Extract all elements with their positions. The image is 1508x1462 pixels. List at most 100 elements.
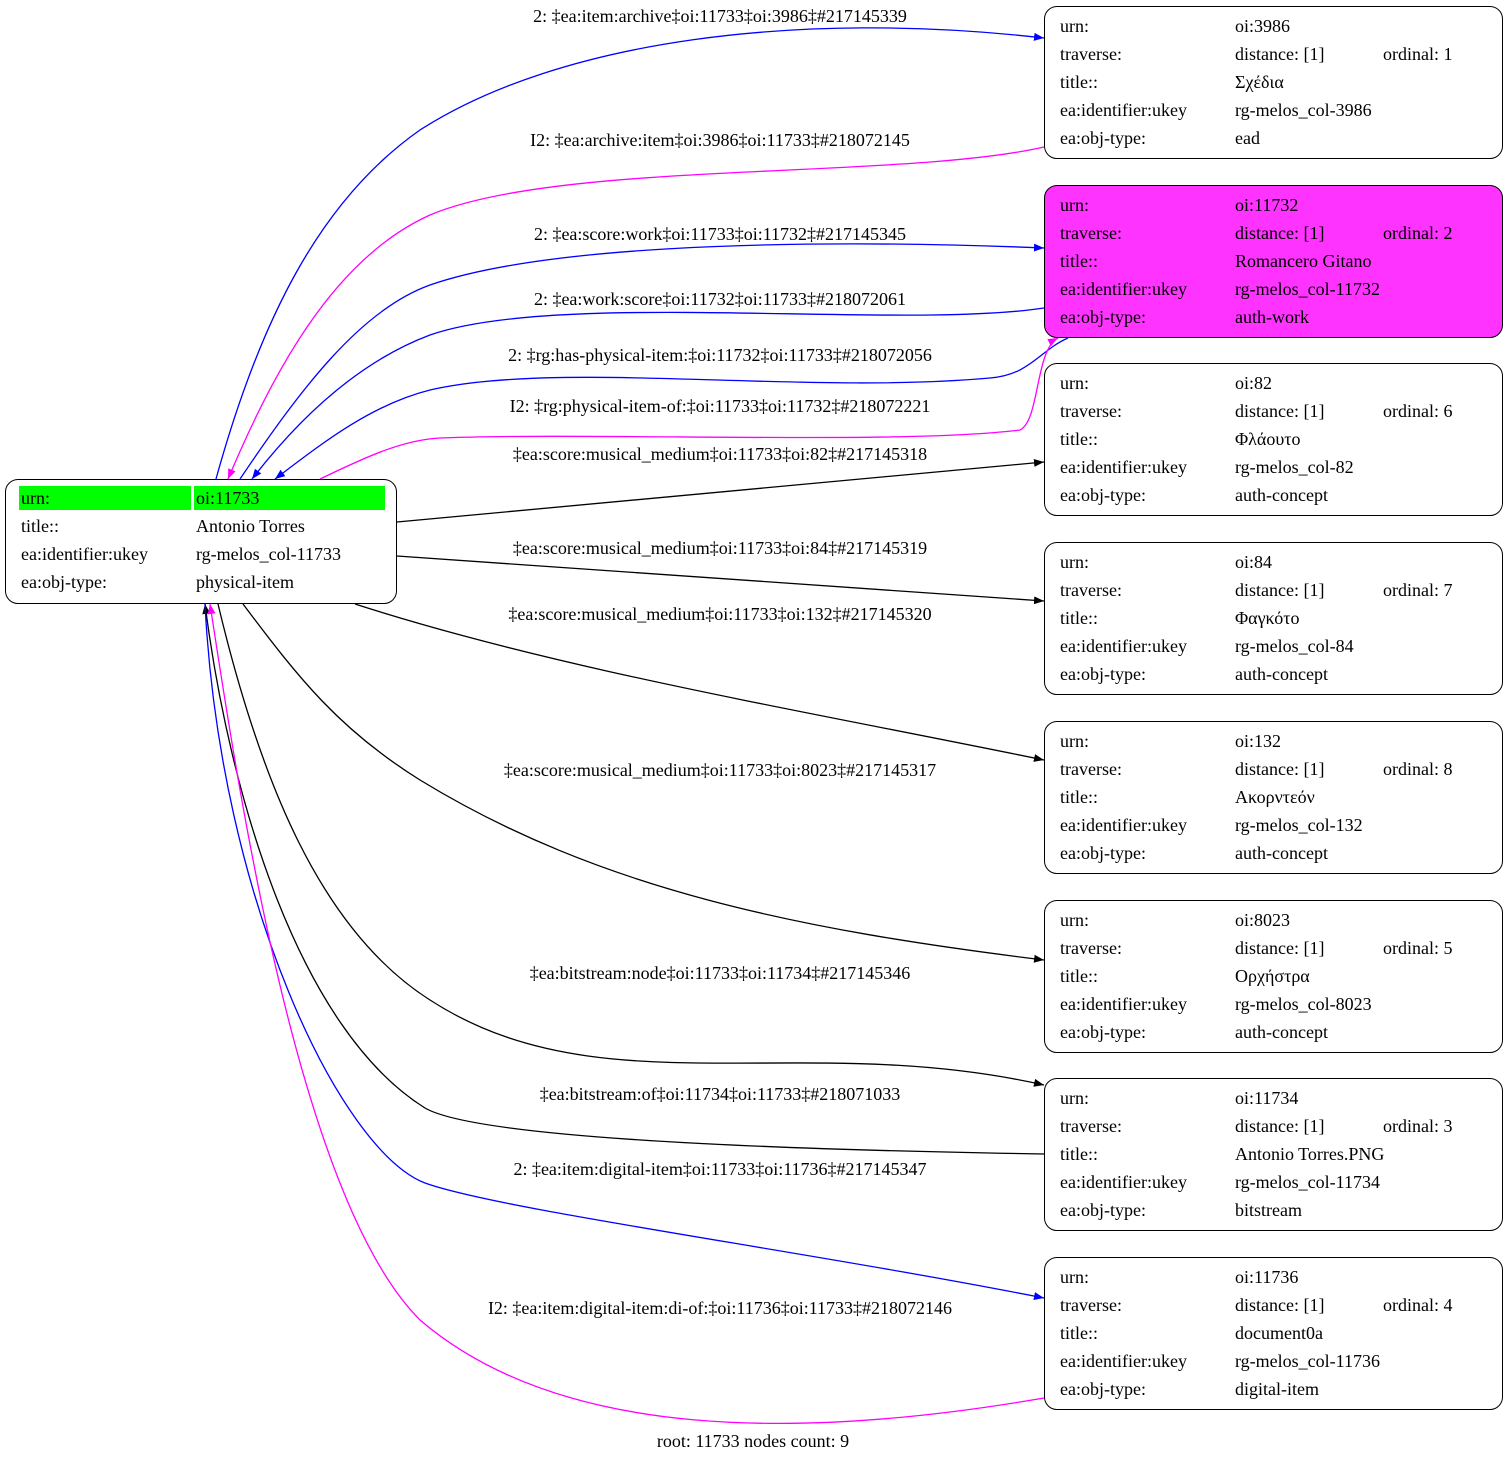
- graph-node[interactable]: urn: oi:84 traverse: distance: [1] ordinal: …: [1044, 542, 1503, 696]
- node-value: rg-melos_col-11732: [1235, 278, 1380, 299]
- node-key: urn:: [1060, 373, 1089, 394]
- node-key: urn:: [1060, 1266, 1089, 1287]
- node-key: ea:obj-type:: [1060, 306, 1146, 327]
- node-value: Romancero Gitano: [1235, 250, 1372, 271]
- root-value: rg-melos_col-11733: [196, 544, 341, 564]
- node-key: urn:: [1060, 1088, 1089, 1109]
- graph-node[interactable]: urn: oi:8023 traverse: distance: [1] ordinal…: [1044, 899, 1503, 1053]
- node-row-ukey: ea:identifier:ukey rg-melos_col-8023: [1045, 991, 1502, 1017]
- node-row-obj-type: ea:obj-type: ead: [1045, 125, 1502, 151]
- node-value: document0a: [1235, 1322, 1323, 1343]
- edge-label: 2: ‡ea:item:archive‡oi:11733‡oi:3986‡#21…: [533, 6, 907, 26]
- node-row-urn: urn: oi:11732: [1045, 192, 1502, 218]
- node-row-obj-type: ea:obj-type: digital-item: [1045, 1376, 1502, 1402]
- edge-label: ‡ea:score:musical_medium‡oi:11733‡oi:84‡…: [513, 538, 927, 558]
- node-row-ukey: ea:identifier:ukey rg-melos_col-132: [1045, 812, 1502, 838]
- node-value: auth-concept: [1235, 842, 1328, 863]
- graph-node[interactable]: urn: oi:11736 traverse: distance: [1] ordina…: [1044, 1256, 1503, 1410]
- node-key: urn:: [1060, 730, 1089, 751]
- edge-label: ‡ea:score:musical_medium‡oi:11733‡oi:802…: [504, 760, 936, 780]
- node-value: oi:11736: [1235, 1266, 1299, 1287]
- node-value: Σχέδια: [1235, 72, 1284, 92]
- edge-label: I2: ‡ea:item:digital-item:di-of:‡oi:1173…: [488, 1298, 952, 1318]
- edge-11: [202, 603, 1045, 1155]
- edge-label: 2: ‡ea:work:score‡oi:11732‡oi:11733‡#218…: [534, 289, 906, 309]
- node-key: title::: [1060, 1144, 1098, 1165]
- node-row-urn: urn: oi:11734: [1045, 1085, 1502, 1111]
- node-row-urn: urn: oi:3986: [1045, 13, 1502, 39]
- node-key: traverse:: [1060, 1294, 1122, 1315]
- node-key: traverse:: [1060, 44, 1122, 64]
- node-row-title: title:: Ακορντεόν: [1045, 784, 1502, 810]
- node-key: ea:obj-type:: [1060, 842, 1146, 863]
- node-value: rg-melos_col-82: [1235, 457, 1354, 478]
- node-value: distance: [1]: [1235, 937, 1325, 958]
- node-value: oi:11732: [1235, 194, 1299, 215]
- edge-3: [251, 307, 1045, 480]
- node-key: ea:obj-type:: [1060, 1021, 1146, 1042]
- graph-node[interactable]: urn: oi:3986 traverse: distance: [1] ordinal…: [1044, 6, 1503, 159]
- node-row-obj-type: ea:obj-type: auth-concept: [1045, 482, 1502, 508]
- node-ordinal: ordinal: 1: [1383, 44, 1453, 64]
- node-key: ea:obj-type:: [1060, 128, 1146, 148]
- edge-label: I2: ‡ea:archive:item‡oi:3986‡oi:11733‡#2…: [530, 130, 910, 150]
- node-ordinal: ordinal: 5: [1383, 937, 1453, 958]
- node-row-ukey: ea:identifier:ukey rg-melos_col-84: [1045, 633, 1502, 659]
- node-key: ea:identifier:ukey: [1060, 1172, 1187, 1193]
- node-ordinal: ordinal: 4: [1383, 1294, 1453, 1315]
- edge-13: [207, 603, 1045, 1425]
- node-row-traverse: traverse: distance: [1] ordinal: 3: [1045, 1113, 1502, 1139]
- node-value: ead: [1235, 128, 1260, 148]
- node-key: title::: [1060, 1322, 1098, 1343]
- node-key: ea:identifier:ukey: [1060, 814, 1187, 835]
- node-row-traverse: traverse: distance: [1] ordinal: 5: [1045, 935, 1502, 961]
- node-key: urn:: [1060, 909, 1089, 930]
- node-row-title: title:: Φαγκότο: [1045, 605, 1502, 631]
- graph-node[interactable]: urn: oi:11734 traverse: distance: [1] ordina…: [1044, 1078, 1503, 1232]
- node-key: title::: [1060, 250, 1098, 271]
- node-value: rg-melos_col-132: [1235, 814, 1363, 835]
- node-ordinal: ordinal: 6: [1383, 401, 1453, 422]
- node-row-title: title:: document0a: [1045, 1320, 1502, 1346]
- node-key: traverse:: [1060, 401, 1122, 422]
- node-value: rg-melos_col-11736: [1235, 1350, 1380, 1371]
- node-value: bitstream: [1235, 1200, 1302, 1221]
- node-value: rg-melos_col-3986: [1235, 100, 1372, 120]
- node-ordinal: ordinal: 3: [1383, 1116, 1453, 1137]
- root-row-title: title:: Antonio Torres: [6, 513, 396, 539]
- edge-label: ‡ea:bitstream:node‡oi:11733‡oi:11734‡#21…: [530, 963, 911, 983]
- edge-label: I2: ‡rg:physical-item-of:‡oi:11733‡oi:11…: [510, 396, 931, 416]
- node-key: ea:identifier:ukey: [1060, 457, 1187, 478]
- node-ordinal: ordinal: 8: [1383, 758, 1453, 779]
- graph-node[interactable]: urn: oi:11732 traverse: distance: [1] ordina…: [1044, 184, 1503, 338]
- graph-node[interactable]: urn: oi:132 traverse: distance: [1] ordinal:…: [1044, 720, 1503, 874]
- node-value: Antonio Torres.PNG: [1235, 1144, 1385, 1165]
- node-key: ea:identifier:ukey: [1060, 993, 1187, 1014]
- node-key: ea:obj-type:: [1060, 1200, 1146, 1221]
- node-row-urn: urn: oi:84: [1045, 549, 1502, 575]
- node-row-obj-type: ea:obj-type: auth-concept: [1045, 1019, 1502, 1045]
- graph-node[interactable]: urn: oi:82 traverse: distance: [1] ordinal: …: [1044, 363, 1503, 517]
- node-key: title::: [1060, 608, 1098, 629]
- node-row-ukey: ea:identifier:ukey rg-melos_col-11732: [1045, 276, 1502, 302]
- edge-label: ‡ea:score:musical_medium‡oi:11733‡oi:132…: [508, 604, 931, 624]
- root-node[interactable]: urn: oi:11733 title:: Antonio Torres ea:…: [5, 479, 397, 604]
- node-value: oi:84: [1235, 552, 1273, 573]
- node-row-urn: urn: oi:8023: [1045, 907, 1502, 933]
- edge-5: [319, 337, 1059, 480]
- node-key: traverse:: [1060, 222, 1122, 243]
- node-row-ukey: ea:identifier:ukey rg-melos_col-11734: [1045, 1169, 1502, 1195]
- edge-label: 2: ‡ea:item:digital-item‡oi:11733‡oi:117…: [513, 1159, 926, 1179]
- node-row-traverse: traverse: distance: [1] ordinal: 7: [1045, 577, 1502, 603]
- node-key: urn:: [1060, 16, 1089, 36]
- node-value: distance: [1]: [1235, 44, 1325, 64]
- node-row-obj-type: ea:obj-type: auth-concept: [1045, 840, 1502, 866]
- node-row-title: title:: Ορχήστρα: [1045, 963, 1502, 989]
- node-row-urn: urn: oi:82: [1045, 370, 1502, 396]
- edge-0: [215, 27, 1045, 480]
- node-row-ukey: ea:identifier:ukey rg-melos_col-11736: [1045, 1348, 1502, 1374]
- root-key: urn:: [19, 486, 191, 510]
- node-key: traverse:: [1060, 758, 1122, 779]
- edge-12: [204, 603, 1045, 1300]
